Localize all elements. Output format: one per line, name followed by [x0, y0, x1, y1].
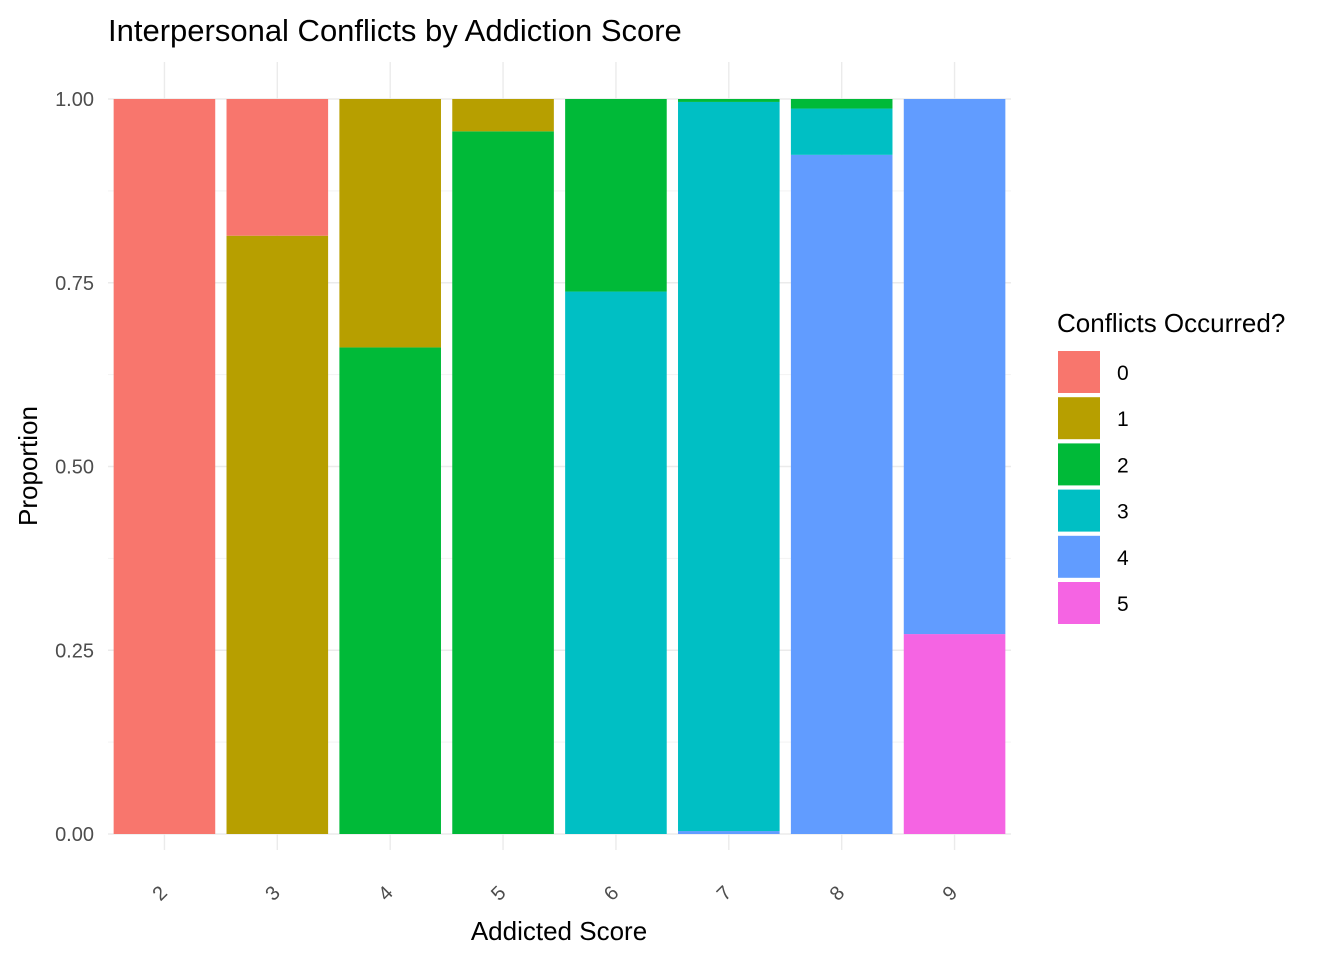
bar-segment-5-2: [452, 131, 554, 835]
bar-segment-7-4: [678, 831, 780, 834]
legend-title: Conflicts Occurred?: [1057, 308, 1285, 338]
bar-segment-4-1: [339, 99, 441, 348]
x-axis-title: Addicted Score: [471, 916, 647, 946]
legend-key-2: [1058, 443, 1100, 486]
bar-segment-3-1: [226, 235, 329, 834]
y-tick-label: 0.25: [55, 640, 94, 662]
legend-label-1: 1: [1117, 408, 1129, 431]
x-tick-label: 6: [600, 882, 623, 905]
y-tick-label: 1.00: [55, 89, 94, 111]
legend-key-3: [1058, 489, 1100, 532]
legend-label-5: 5: [1117, 593, 1129, 616]
y-tick-label: 0.50: [55, 457, 94, 479]
y-tick-label: 0.00: [55, 824, 94, 846]
x-tick-label: 8: [826, 882, 849, 905]
bar-segment-8-2: [790, 99, 893, 109]
x-tick-label: 4: [374, 882, 397, 905]
bar-segment-6-3: [565, 291, 667, 834]
bar-segment-6-2: [565, 99, 667, 292]
bar-segment-3-0: [226, 99, 329, 236]
legend-label-2: 2: [1117, 454, 1129, 477]
legend-label-4: 4: [1117, 547, 1129, 570]
x-tick-label: 3: [261, 882, 284, 905]
x-tick-label: 2: [148, 882, 171, 905]
legend-key-0: [1058, 351, 1100, 393]
y-tick-label: 0.75: [55, 273, 94, 295]
legend-label-0: 0: [1117, 362, 1129, 385]
bar-segment-2-0: [113, 99, 216, 834]
y-axis-ticks: 0.00 0.25 0.50 0.75 1.00: [55, 89, 94, 846]
x-tick-label: 9: [939, 882, 962, 905]
bar-segment-8-4: [790, 154, 893, 835]
legend-label-3: 3: [1117, 501, 1129, 524]
x-axis-ticks: 2 3 4 5 6 7 8 9: [148, 882, 962, 905]
legend-key-1: [1058, 397, 1100, 440]
bar-segment-8-3: [790, 108, 893, 155]
y-axis-title: Proportion: [13, 406, 43, 526]
legend-key-5: [1058, 582, 1100, 624]
x-tick-label: 5: [487, 882, 510, 905]
chart-title: Interpersonal Conflicts by Addiction Sco…: [108, 13, 682, 48]
bar-segment-5-1: [452, 99, 554, 132]
x-tick-label: 7: [713, 882, 736, 905]
legend: Conflicts Occurred? 0 1 2 3 4 5: [1057, 308, 1285, 624]
bar-segment-7-3: [678, 101, 780, 832]
bar-segment-9-4: [903, 99, 1006, 635]
bars: [113, 99, 1006, 835]
bar-segment-4-2: [339, 347, 441, 834]
bar-segment-7-2: [678, 99, 780, 102]
legend-key-4: [1058, 535, 1100, 578]
bar-segment-9-5: [903, 634, 1006, 834]
